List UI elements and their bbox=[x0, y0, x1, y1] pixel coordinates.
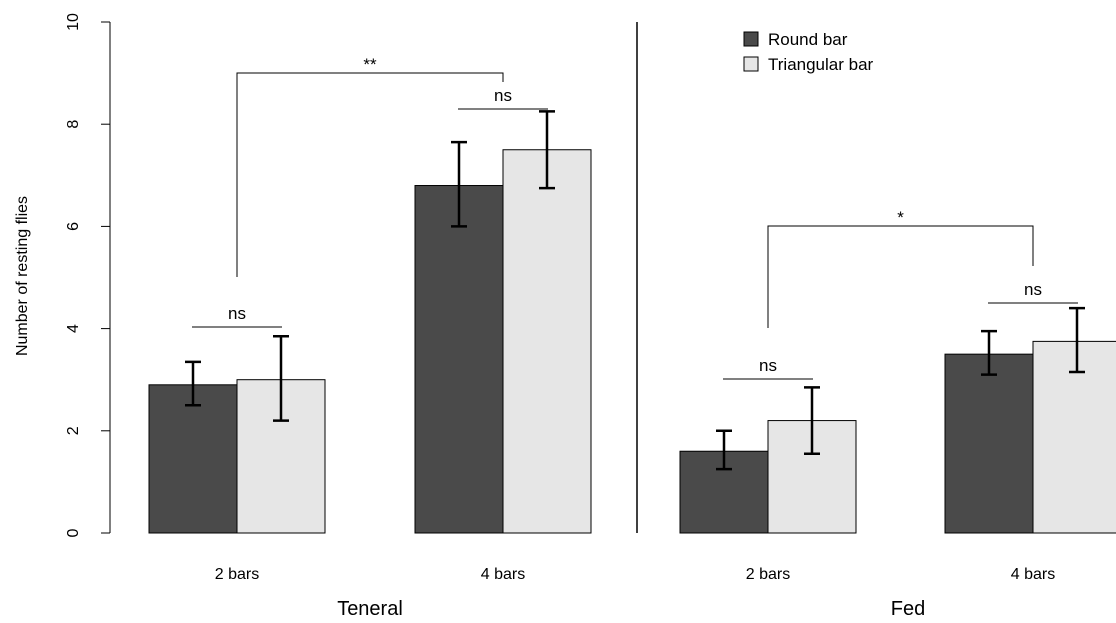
panel-title: Fed bbox=[891, 598, 925, 620]
sig-label: ns bbox=[1024, 280, 1042, 299]
y-tick-label: 4 bbox=[65, 324, 82, 333]
bar-round-bar bbox=[148, 384, 238, 534]
y-tick-label: 10 bbox=[65, 13, 82, 31]
x-tick-label: 4 bars bbox=[1011, 566, 1055, 583]
legend-label: Triangular bar bbox=[768, 55, 874, 74]
x-tick-label: 2 bars bbox=[215, 566, 259, 583]
y-axis-label: Number of resting flies bbox=[14, 196, 31, 356]
between-sig-bracket bbox=[767, 225, 1034, 328]
plot-area: 2 bars ns 4 bars ns ** Teneral 2 bars ns 4 bars n… bbox=[148, 55, 1116, 620]
legend-label: Round bar bbox=[768, 30, 848, 49]
legend-swatch bbox=[743, 56, 759, 72]
y-tick-label: 2 bbox=[65, 426, 82, 435]
sig-label: ns bbox=[228, 304, 246, 323]
y-tick-label: 6 bbox=[65, 222, 82, 231]
error-bar bbox=[716, 429, 732, 471]
bar-triangular-bar bbox=[1032, 340, 1116, 534]
y-tick-label: 8 bbox=[65, 120, 82, 129]
panel-title: Teneral bbox=[337, 598, 403, 620]
sig-label: ns bbox=[759, 356, 777, 375]
error-bar bbox=[804, 386, 820, 456]
bar-triangular-bar bbox=[502, 149, 592, 534]
sig-label: ns bbox=[494, 86, 512, 105]
legend: Round bar Triangular bar bbox=[743, 30, 874, 74]
panel-fed: 2 bars ns 4 bars ns * Fed bbox=[679, 208, 1116, 620]
y-tick-label: 0 bbox=[65, 528, 82, 537]
error-bar bbox=[981, 329, 997, 376]
y-axis: 0 2 4 6 8 10 bbox=[65, 13, 111, 537]
between-sig-label: ** bbox=[363, 55, 377, 74]
bar-triangular-bar bbox=[767, 420, 857, 534]
error-bar bbox=[273, 335, 289, 422]
panel-teneral: 2 bars ns 4 bars ns ** Teneral bbox=[148, 55, 592, 620]
error-bar bbox=[539, 110, 555, 190]
between-sig-label: * bbox=[897, 208, 904, 227]
error-bar bbox=[185, 360, 201, 407]
bar-round-bar bbox=[414, 185, 504, 534]
error-bar bbox=[1069, 306, 1085, 374]
x-tick-label: 2 bars bbox=[746, 566, 790, 583]
x-tick-label: 4 bars bbox=[481, 566, 525, 583]
legend-swatch bbox=[743, 31, 759, 47]
bar-round-bar bbox=[944, 353, 1034, 534]
between-sig-bracket bbox=[236, 72, 504, 277]
error-bar bbox=[451, 140, 467, 228]
